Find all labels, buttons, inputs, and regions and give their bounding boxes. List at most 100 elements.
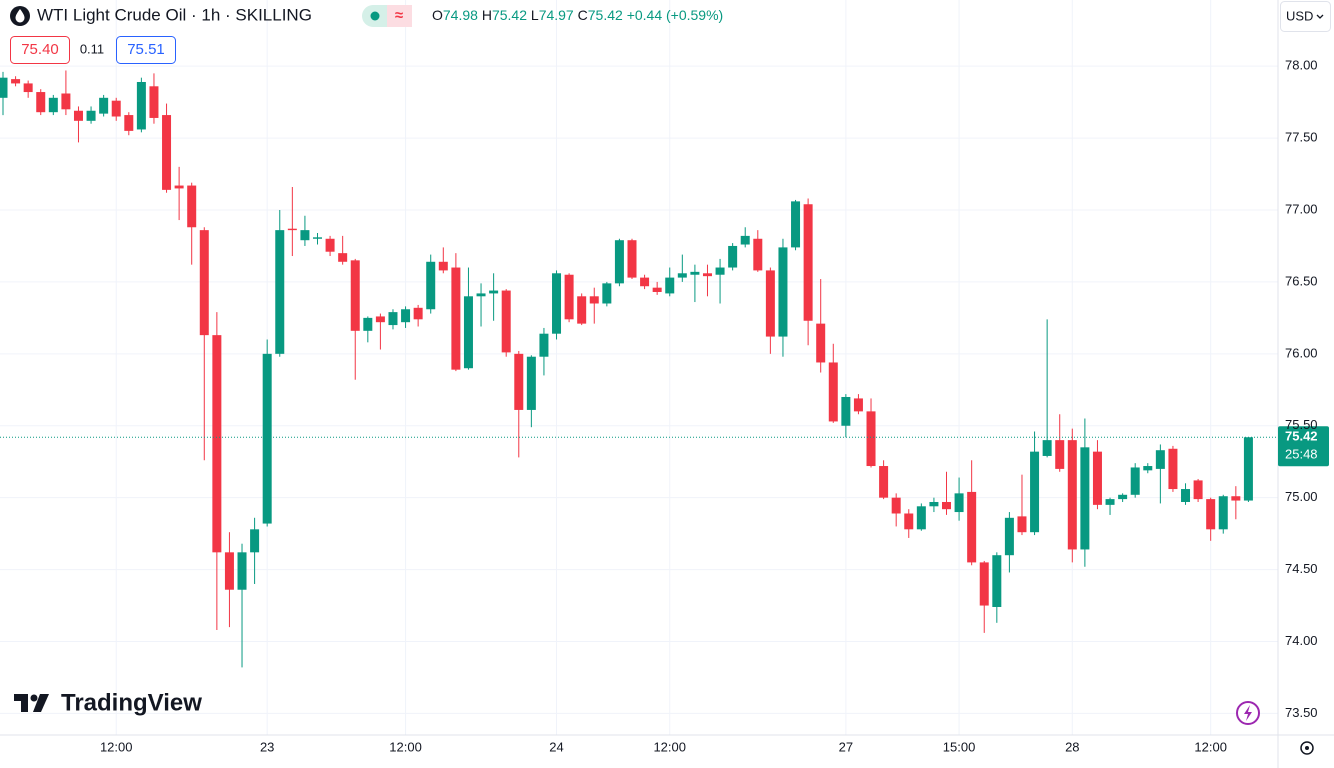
ohlc-change: +0.44 (+0.59%) xyxy=(627,7,724,23)
candle-body xyxy=(677,273,687,278)
ohlc-value: 74.97 xyxy=(539,7,574,23)
candle-body xyxy=(690,271,700,275)
sell-price[interactable]: 75.40 xyxy=(21,41,59,58)
candle-body xyxy=(86,110,96,121)
candle-body xyxy=(1231,496,1241,501)
candle-body xyxy=(1080,447,1090,550)
ohlc-label: O xyxy=(432,7,443,23)
price-overlay: 75.42 25:48 xyxy=(0,426,1329,467)
candle-body xyxy=(187,185,197,228)
candle-body xyxy=(413,307,423,320)
candle-body xyxy=(602,283,612,304)
candle-body xyxy=(313,237,322,239)
x-tick-label: 12:00 xyxy=(653,739,686,754)
candle-body xyxy=(740,235,750,245)
y-tick-label: 75.50 xyxy=(1285,417,1318,432)
candle-body xyxy=(1118,494,1128,500)
candle-body xyxy=(992,555,1002,607)
ohlc-values: O74.98 H75.42 L74.97 C75.42 +0.44 (+0.59… xyxy=(432,7,723,23)
candle-body xyxy=(1130,467,1140,495)
candle-body xyxy=(791,201,801,248)
buy-price[interactable]: 75.51 xyxy=(127,41,165,58)
y-tick-label: 74.00 xyxy=(1285,633,1318,648)
trade-buttons: 75.40 0.11 75.51 xyxy=(10,36,176,64)
ohlc-value: 75.42 xyxy=(588,7,623,23)
candle-body xyxy=(564,274,574,320)
candle-body xyxy=(614,240,624,284)
sell-button[interactable] xyxy=(10,36,70,64)
candle-body xyxy=(803,204,813,321)
candle-body xyxy=(489,290,499,294)
candle-body xyxy=(350,260,360,331)
candle-body xyxy=(0,77,8,98)
candle-body xyxy=(438,261,448,271)
candle-body xyxy=(577,296,587,324)
candle-body xyxy=(891,497,901,514)
spread: 0.11 xyxy=(80,41,104,56)
candle-body xyxy=(136,81,146,130)
symbol-title[interactable]: WTI Light Crude Oil · 1h · SKILLING xyxy=(37,5,312,24)
candle-body xyxy=(853,398,863,412)
candle-body xyxy=(652,287,662,292)
candle-body xyxy=(36,92,46,113)
candle-body xyxy=(929,501,939,507)
x-tick-label: 12:00 xyxy=(389,739,422,754)
x-tick-label: 24 xyxy=(549,739,563,754)
candle-body xyxy=(702,273,712,277)
candle-body xyxy=(879,466,889,498)
currency-button[interactable] xyxy=(1280,1,1331,32)
logo: TradingView xyxy=(14,689,202,716)
candle-body xyxy=(728,245,738,268)
candle-body xyxy=(338,253,348,262)
candle-body xyxy=(212,335,222,553)
y-tick-label: 76.50 xyxy=(1285,273,1318,288)
candle-body xyxy=(23,83,33,93)
candle-body xyxy=(942,501,951,510)
x-tick-label: 12:00 xyxy=(100,739,133,754)
candle-body xyxy=(866,411,876,467)
candle-body xyxy=(841,396,851,426)
candle-body xyxy=(1105,499,1115,505)
candle-body xyxy=(753,238,763,271)
candle-body xyxy=(149,86,159,118)
candle-body xyxy=(916,506,926,530)
ohlc-value: 74.98 xyxy=(443,7,478,23)
candle-body xyxy=(451,267,461,370)
candle-body xyxy=(11,79,21,84)
candle-body xyxy=(1181,489,1191,502)
ohlc-label: L xyxy=(531,7,539,23)
market-status-dot xyxy=(370,11,380,21)
candle-body xyxy=(287,228,297,231)
x-tick-label: 27 xyxy=(839,739,853,754)
x-tick-label: 23 xyxy=(260,739,274,754)
x-tick-label: 12:00 xyxy=(1194,739,1227,754)
candle-body xyxy=(967,491,977,563)
symbol-icon-drop xyxy=(15,9,25,23)
candle-body xyxy=(463,296,473,369)
settings-button[interactable] xyxy=(1300,741,1314,755)
grid xyxy=(0,0,1278,735)
candle-body xyxy=(816,323,826,363)
candle-body xyxy=(1243,437,1253,501)
candle-body xyxy=(1017,516,1027,533)
currency-label[interactable]: USD xyxy=(1286,8,1313,23)
candle-body xyxy=(1155,450,1165,469)
candle-body xyxy=(262,353,272,524)
candle-body xyxy=(1055,440,1065,469)
candle-body xyxy=(162,115,172,190)
last-price-label: 75.42 xyxy=(1285,429,1318,444)
buy-button[interactable] xyxy=(116,36,176,64)
candle-body xyxy=(250,529,260,553)
y-tick-label: 76.00 xyxy=(1285,345,1318,360)
candle-body xyxy=(1092,451,1102,505)
candle-body xyxy=(300,230,310,241)
candle-body xyxy=(526,356,536,410)
candle-body xyxy=(1206,499,1216,530)
logo-text: TradingView xyxy=(61,689,202,716)
candle-body xyxy=(111,100,121,117)
ohlc-value: 75.42 xyxy=(492,7,527,23)
candle-body xyxy=(501,290,511,353)
delay-icon: ≈ xyxy=(395,7,403,24)
candle-body xyxy=(552,273,562,334)
